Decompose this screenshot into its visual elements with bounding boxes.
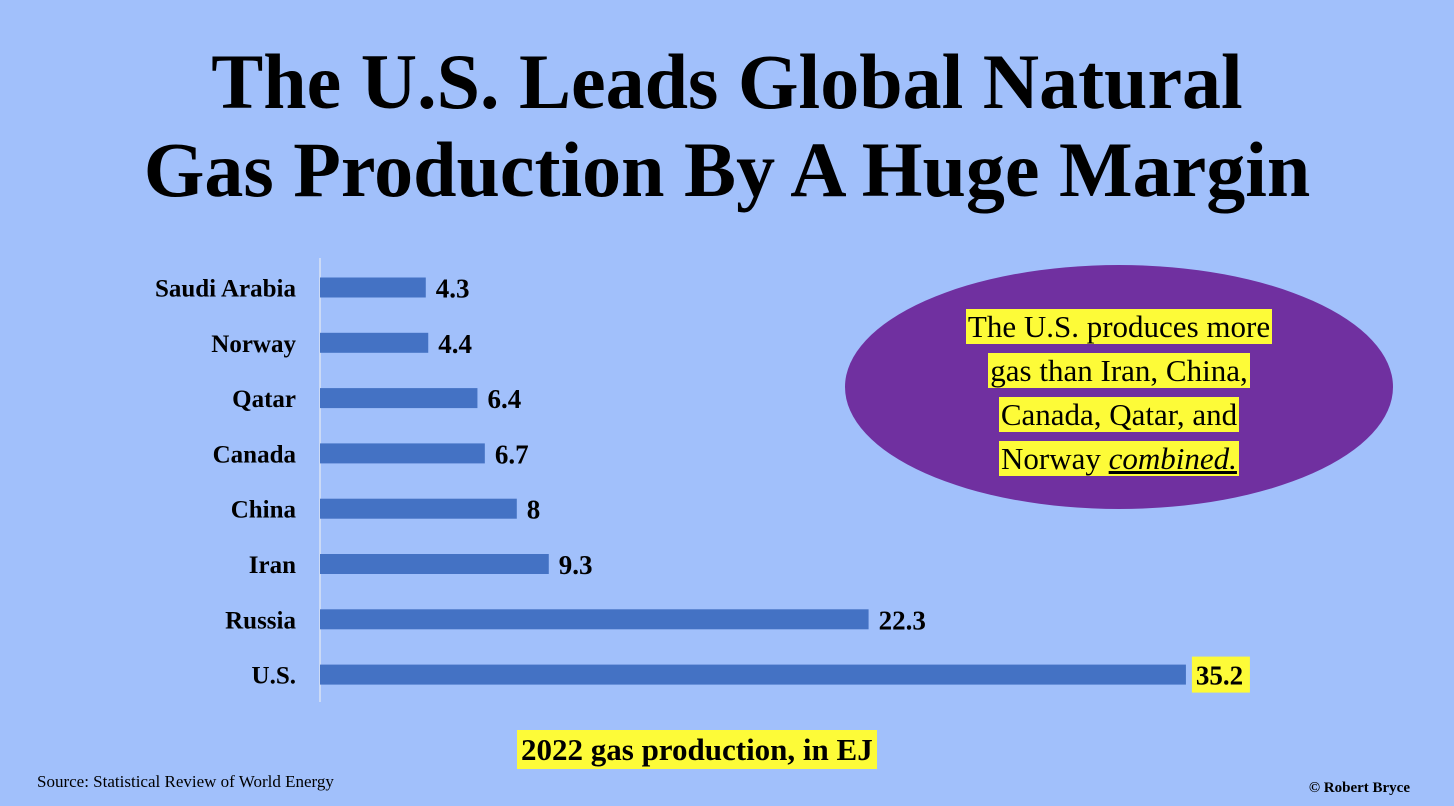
callout-line-3: Canada, Qatar, and: [998, 397, 1240, 432]
category-label-norway: Norway: [211, 331, 296, 358]
category-label-iran: Iran: [249, 552, 296, 579]
callout-emphasis: combined.: [1108, 441, 1237, 476]
category-label-saudi-arabia: Saudi Arabia: [155, 276, 297, 303]
title-line-2: Gas Production By A Huge Margin: [143, 126, 1311, 213]
bar-canada: [320, 443, 485, 464]
callout-text: The U.S. produces more gas than Iran, Ch…: [845, 305, 1393, 481]
copyright-credit: © Robert Bryce: [1308, 780, 1410, 796]
category-label-china: China: [231, 497, 297, 524]
category-label-qatar: Qatar: [232, 386, 296, 413]
value-label-qatar: 6.4: [487, 384, 521, 414]
value-label-saudi-arabia: 4.3: [436, 274, 470, 304]
bar-iran: [320, 554, 549, 574]
value-label-canada: 6.7: [495, 439, 529, 469]
callout-line-4-prefix: Norway: [1001, 441, 1101, 476]
source-note: Source: Statistical Review of World Ener…: [37, 772, 334, 791]
value-label-china: 8: [527, 495, 541, 525]
category-label-canada: Canada: [213, 441, 297, 468]
bar-china: [320, 498, 517, 519]
bar-u-s: [320, 664, 1186, 685]
callout-line-2: gas than Iran, China,: [988, 353, 1250, 388]
callout-line-1: The U.S. produces more: [965, 309, 1273, 344]
value-label-u-s: 35.2: [1196, 661, 1243, 691]
value-label-russia: 22.3: [879, 605, 926, 635]
bar-russia: [320, 609, 869, 630]
value-label-norway: 4.4: [438, 329, 472, 359]
bar-saudi-arabia: [320, 277, 426, 298]
callout: The U.S. produces more gas than Iran, Ch…: [845, 265, 1393, 509]
x-axis-label: 2022 gas production, in EJ: [517, 730, 877, 769]
chart-title: The U.S. Leads Global Natural Gas Produc…: [0, 38, 1454, 214]
category-label-russia: Russia: [225, 607, 296, 634]
title-line-1: The U.S. Leads Global Natural: [211, 38, 1243, 125]
bar-qatar: [320, 388, 478, 409]
category-label-u-s: U.S.: [252, 663, 296, 690]
bar-norway: [320, 332, 429, 353]
value-highlight-u-s: [1191, 656, 1250, 693]
value-label-iran: 9.3: [559, 550, 593, 580]
